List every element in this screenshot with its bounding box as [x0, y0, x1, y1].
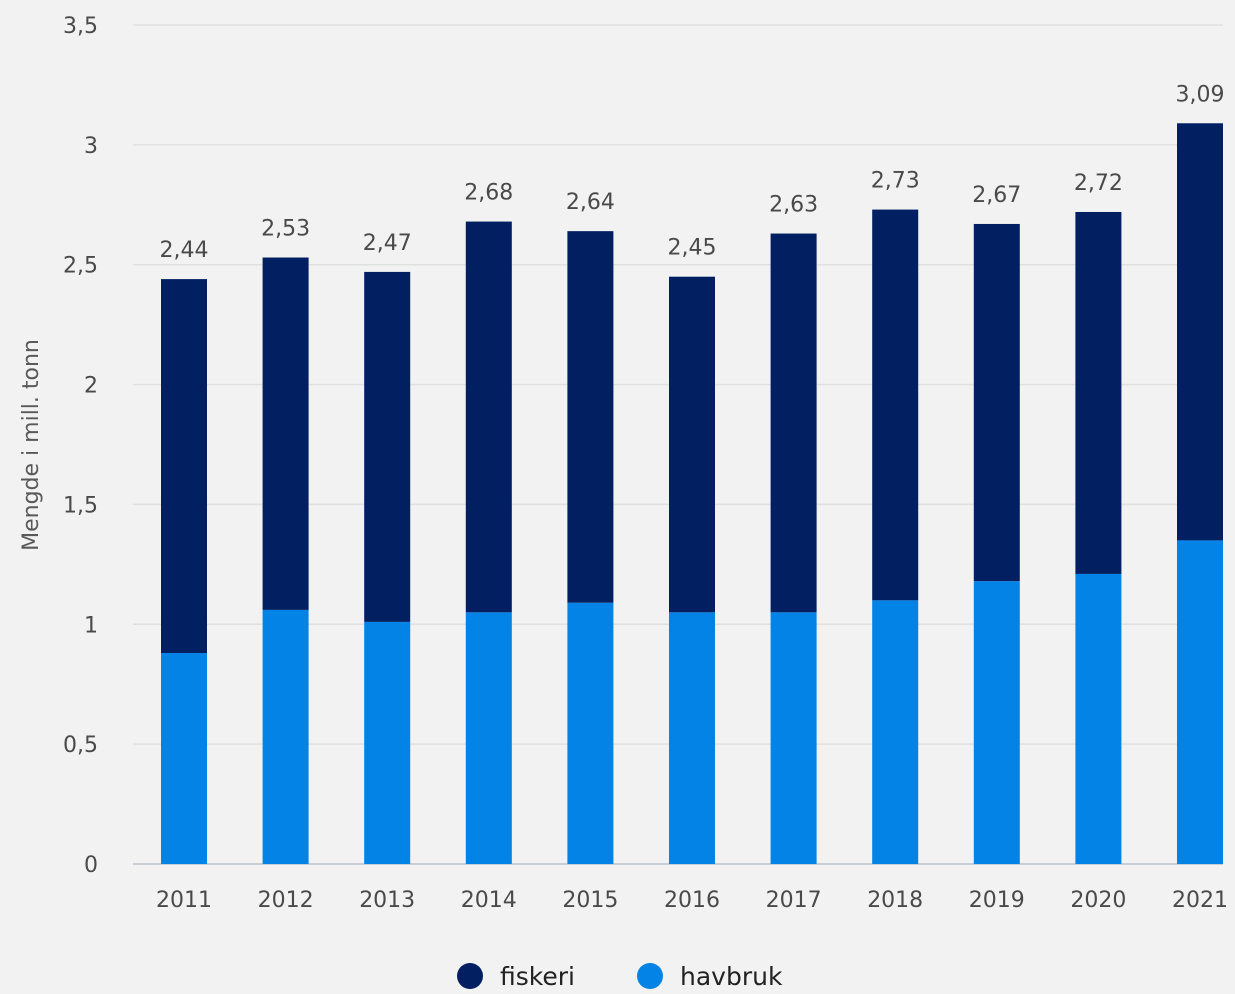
total-data-label: 2,72: [1074, 171, 1123, 196]
total-data-label: 2,68: [464, 181, 513, 206]
y-tick-label: 0,5: [63, 733, 98, 758]
bar-havbruk-2016[interactable]: [669, 612, 715, 864]
total-data-label: 3,09: [1176, 82, 1225, 107]
y-tick-label: 0: [84, 853, 98, 878]
legend-label: havbruk: [680, 962, 783, 991]
total-data-label: 2,73: [871, 169, 920, 194]
y-tick-label: 2: [84, 374, 98, 399]
bar-fiskeri-2014[interactable]: [465, 221, 512, 613]
total-data-label: 2,45: [668, 236, 717, 261]
bar-fiskeri-2020[interactable]: [1075, 211, 1122, 574]
y-tick-label: 3,5: [63, 14, 98, 39]
total-data-label: 2,67: [972, 183, 1021, 208]
labels-layer: 00,511,522,533,52,4420112,5320122,472013…: [63, 14, 1228, 913]
total-data-label: 2,64: [566, 190, 615, 215]
bar-fiskeri-2011[interactable]: [161, 279, 207, 654]
x-tick-label: 2013: [359, 888, 415, 913]
legend-item-havbruk[interactable]: havbruk: [637, 962, 783, 991]
x-tick-label: 2020: [1070, 888, 1126, 913]
bar-havbruk-2021[interactable]: [1177, 540, 1223, 864]
total-data-label: 2,44: [160, 238, 209, 263]
bar-fiskeri-2021[interactable]: [1177, 123, 1223, 541]
y-tick-label: 2,5: [63, 254, 98, 279]
x-tick-label: 2021: [1172, 888, 1228, 913]
bar-havbruk-2018[interactable]: [872, 600, 919, 864]
legend-swatch: [637, 963, 663, 989]
bar-fiskeri-2018[interactable]: [872, 209, 919, 601]
x-tick-label: 2014: [461, 888, 517, 913]
bar-havbruk-2019[interactable]: [973, 581, 1020, 864]
x-tick-label: 2016: [664, 888, 720, 913]
x-tick-label: 2015: [562, 888, 618, 913]
bar-havbruk-2020[interactable]: [1075, 573, 1122, 864]
bar-fiskeri-2012[interactable]: [262, 257, 309, 610]
y-tick-label: 3: [84, 134, 98, 159]
total-data-label: 2,63: [769, 193, 818, 218]
y-tick-label: 1,5: [63, 493, 98, 518]
legend: fiskeri havbruk: [457, 962, 783, 991]
bar-havbruk-2014[interactable]: [465, 612, 512, 864]
x-tick-label: 2019: [969, 888, 1025, 913]
total-data-label: 2,47: [363, 231, 412, 256]
bar-havbruk-2015[interactable]: [567, 602, 614, 864]
bars-layer: [161, 123, 1223, 864]
bar-fiskeri-2013[interactable]: [364, 271, 411, 622]
bar-havbruk-2013[interactable]: [364, 621, 411, 864]
bar-fiskeri-2019[interactable]: [973, 223, 1020, 582]
y-axis-label: Mengde i mill. tonn: [19, 339, 44, 551]
bar-havbruk-2017[interactable]: [770, 612, 817, 864]
legend-swatch: [457, 963, 483, 989]
bar-havbruk-2012[interactable]: [262, 609, 309, 864]
bar-fiskeri-2015[interactable]: [567, 231, 614, 603]
x-tick-label: 2011: [156, 888, 212, 913]
bar-havbruk-2011[interactable]: [161, 653, 207, 864]
legend-item-fiskeri[interactable]: fiskeri: [457, 962, 575, 991]
x-tick-label: 2018: [867, 888, 923, 913]
legend-label: fiskeri: [500, 962, 575, 991]
bar-fiskeri-2017[interactable]: [770, 233, 817, 613]
x-tick-label: 2017: [766, 888, 822, 913]
x-tick-label: 2012: [258, 888, 314, 913]
bar-fiskeri-2016[interactable]: [669, 276, 715, 613]
y-tick-label: 1: [84, 613, 98, 638]
total-data-label: 2,53: [261, 217, 310, 242]
